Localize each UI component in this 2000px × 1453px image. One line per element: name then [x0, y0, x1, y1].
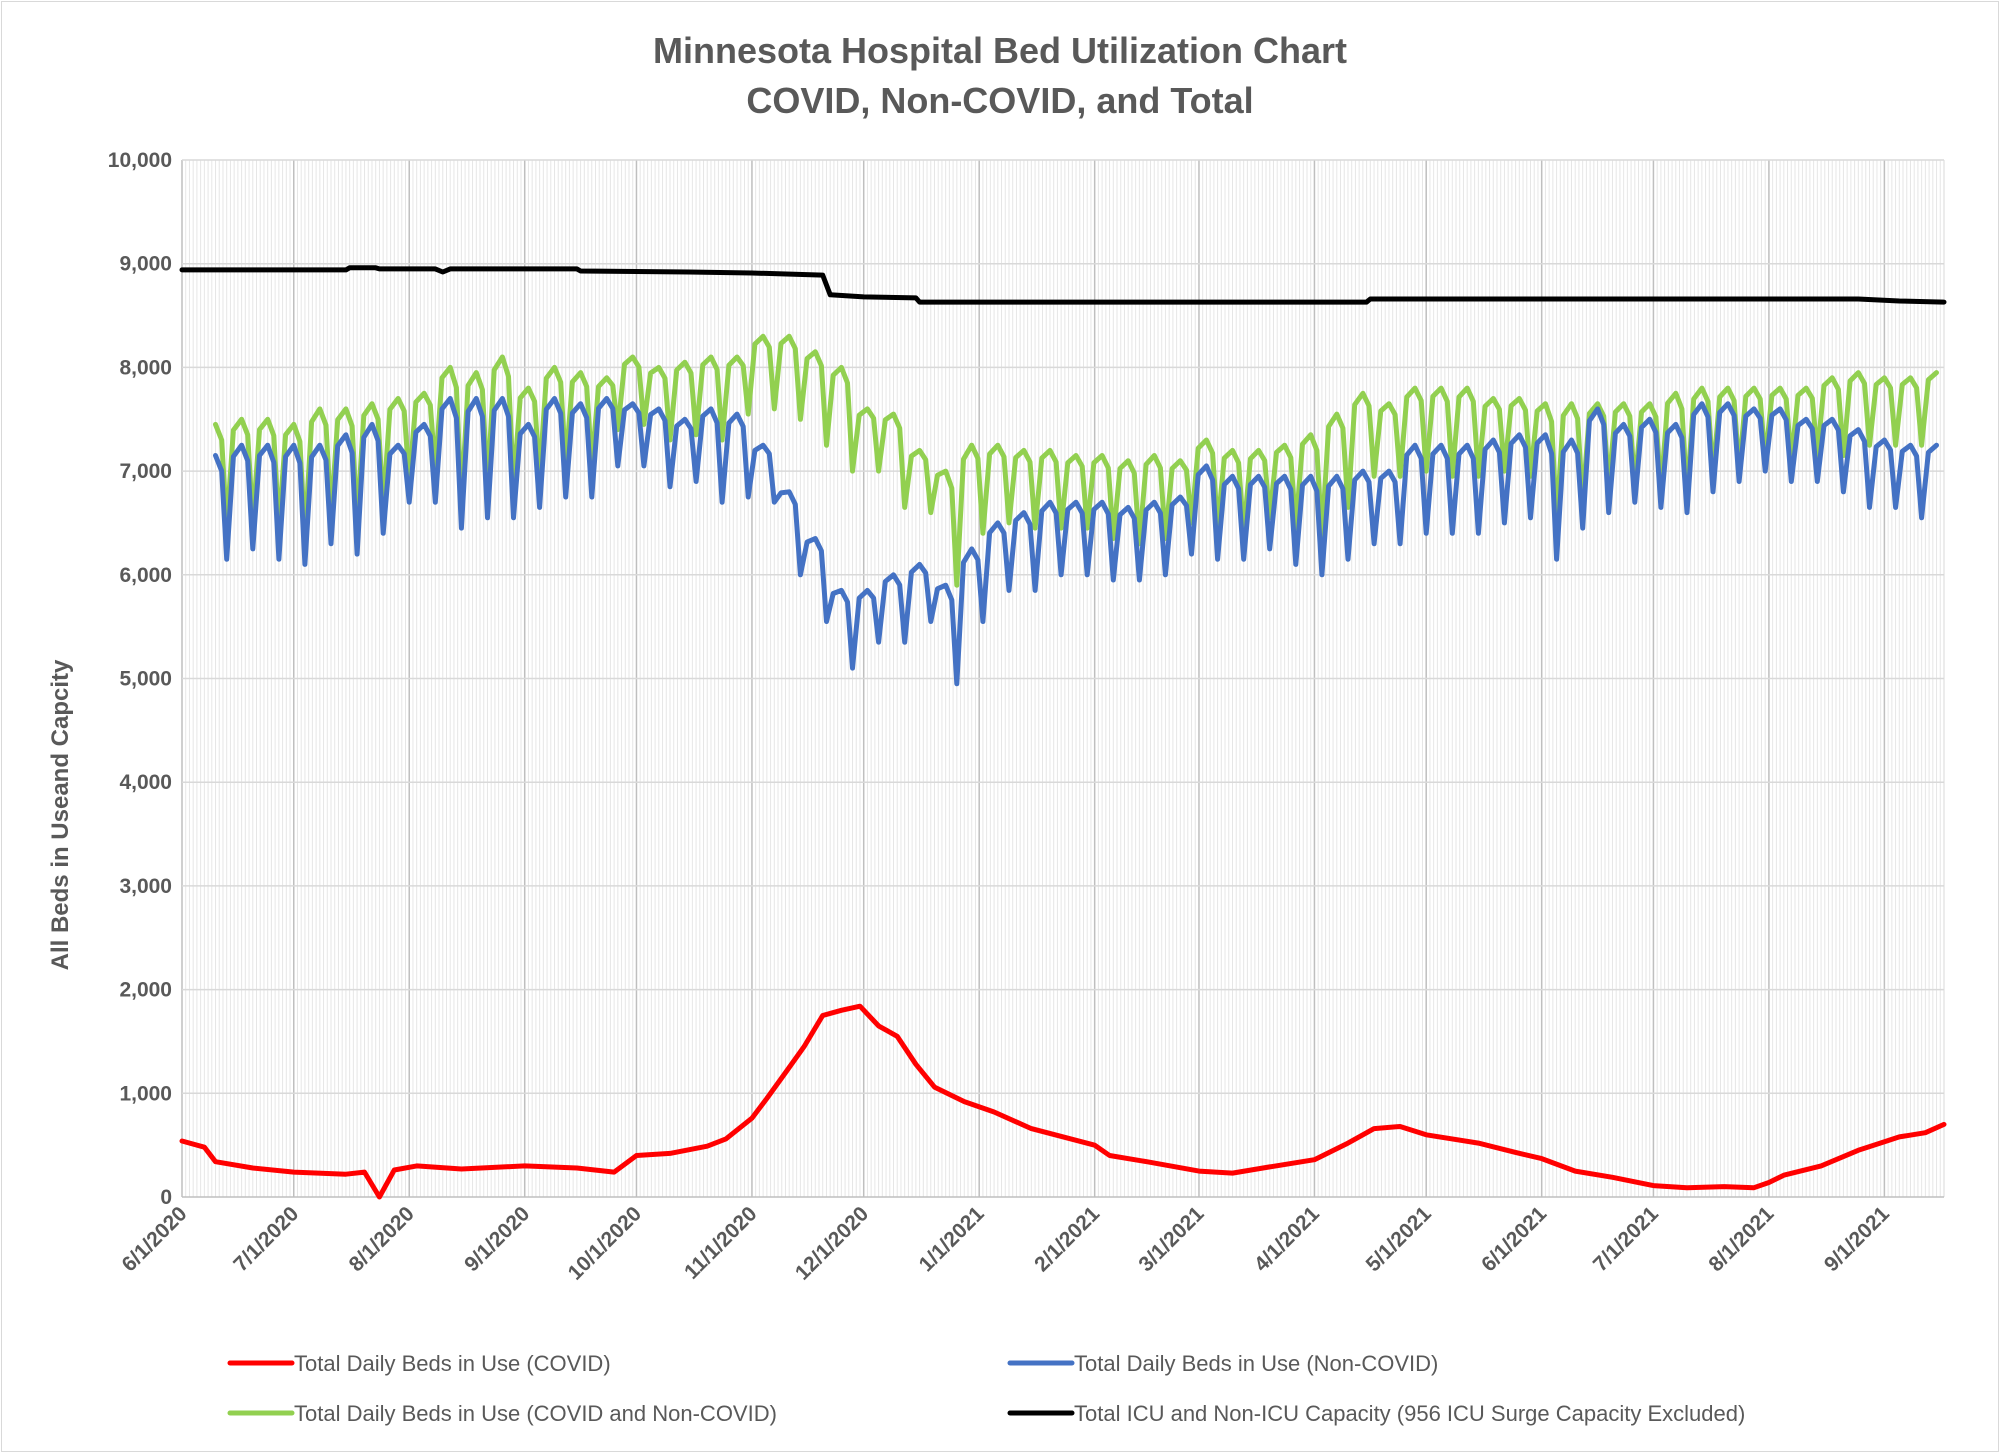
- x-tick-label: 7/1/2021: [1589, 1202, 1663, 1276]
- legend-item: Total Daily Beds in Use (Non-COVID): [1007, 1351, 1438, 1376]
- y-tick-label: 6,000: [119, 564, 172, 587]
- horizontal-gridlines: [182, 159, 1944, 1198]
- legend-label: Total ICU and Non-ICU Capacity (956 ICU …: [1074, 1401, 1745, 1426]
- series-total-line: [213, 333, 1939, 588]
- y-tick-label: 5,000: [119, 668, 172, 691]
- x-tick-label: 10/1/2020: [564, 1202, 646, 1284]
- legend-item: Total Daily Beds in Use (COVID): [227, 1351, 611, 1376]
- x-tick-label: 5/1/2021: [1362, 1202, 1436, 1276]
- legend-item: Total Daily Beds in Use (COVID and Non-C…: [227, 1401, 777, 1426]
- y-tick-label: 10,000: [108, 149, 172, 172]
- x-tick-label: 8/1/2021: [1704, 1202, 1778, 1276]
- series-layer: [179, 265, 1947, 1200]
- x-tick-label: 12/1/2020: [791, 1202, 873, 1284]
- x-tick-label: 6/1/2020: [117, 1202, 191, 1276]
- x-tick-label: 4/1/2021: [1250, 1202, 1324, 1276]
- x-tick-label: 7/1/2020: [229, 1202, 303, 1276]
- y-tick-label: 8,000: [119, 356, 172, 379]
- x-tick-label: 2/1/2021: [1030, 1202, 1104, 1276]
- legend-label: Total Daily Beds in Use (COVID and Non-C…: [294, 1401, 777, 1426]
- y-tick-label: 4,000: [119, 771, 172, 794]
- x-tick-label: 9/1/2020: [460, 1202, 534, 1276]
- x-tick-label: 11/1/2020: [680, 1202, 762, 1284]
- y-tick-label: 9,000: [119, 253, 172, 276]
- x-tick-labels: 6/1/2020 7/1/2020 8/1/2020 9/1/2020 10/1/202…: [117, 1202, 1894, 1285]
- y-tick-label: 1,000: [119, 1082, 172, 1105]
- y-tick-labels: 0 1,000 2,000 3,000 4,000 5,000 6,000 7,000 8,00…: [108, 149, 172, 1209]
- y-tick-label: 0: [160, 1186, 172, 1209]
- x-tick-label: 3/1/2021: [1134, 1202, 1208, 1276]
- series-capacity-line: [179, 265, 1947, 305]
- x-tick-label: 8/1/2020: [345, 1202, 419, 1276]
- chart-subtitle: COVID, Non-COVID, and Total: [746, 80, 1253, 121]
- y-tick-label: 3,000: [119, 875, 172, 898]
- x-tick-label: 6/1/2021: [1477, 1202, 1551, 1276]
- x-tick-label: 1/1/2021: [915, 1202, 989, 1276]
- series-non-covid-line: [213, 396, 1939, 687]
- legend-label: Total Daily Beds in Use (Non-COVID): [1074, 1351, 1438, 1376]
- legend-label: Total Daily Beds in Use (COVID): [294, 1351, 611, 1376]
- x-tick-label: 9/1/2021: [1820, 1202, 1894, 1276]
- y-tick-label: 2,000: [119, 979, 172, 1002]
- legend-item: Total ICU and Non-ICU Capacity (956 ICU …: [1007, 1401, 1745, 1426]
- chart-title: Minnesota Hospital Bed Utilization Chart: [653, 30, 1347, 71]
- series-covid-line: [179, 1003, 1947, 1200]
- legend: Total Daily Beds in Use (COVID) Total Dai…: [227, 1351, 1745, 1426]
- y-tick-label: 7,000: [119, 460, 172, 483]
- y-axis-title: All Beds in Useand Capcity: [47, 659, 74, 970]
